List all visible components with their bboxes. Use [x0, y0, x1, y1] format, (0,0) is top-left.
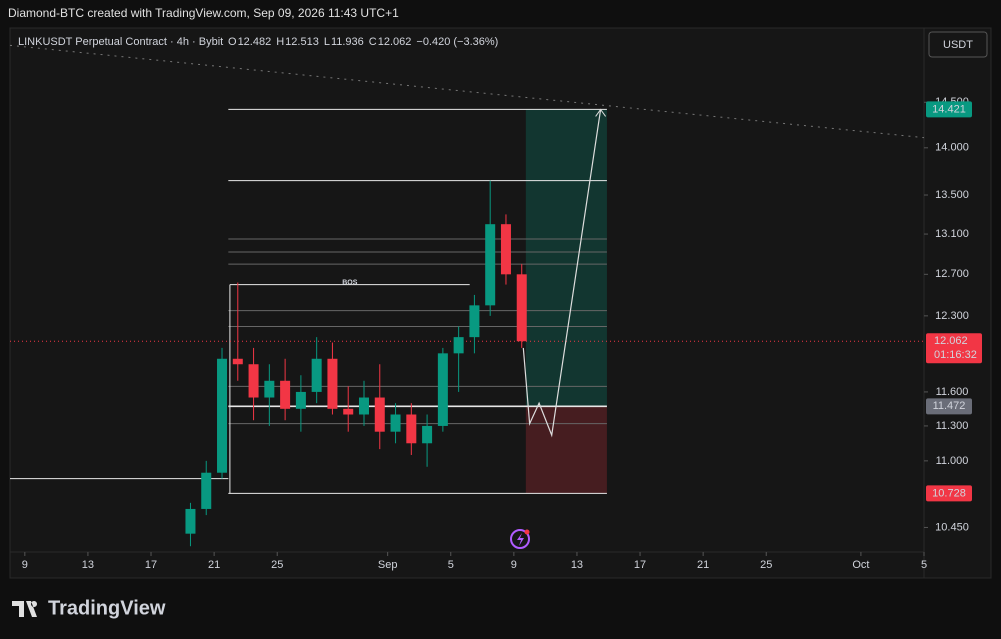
- currency-button[interactable]: [928, 31, 988, 58]
- x-tick-label: Sep: [378, 559, 398, 571]
- x-tick-label: 9: [511, 559, 517, 571]
- ohlc-label: O: [228, 36, 237, 48]
- ohlc-value: 12.513: [285, 36, 319, 48]
- price-label: 11.472: [933, 400, 966, 412]
- current-price-box: [926, 333, 982, 364]
- stop-zone: [525, 406, 607, 494]
- x-tick-label: 5: [921, 559, 927, 571]
- candle-body: [343, 408, 354, 415]
- x-tick-label: 25: [271, 559, 283, 571]
- price-label-box: [926, 485, 972, 502]
- x-tick-label: 21: [208, 559, 220, 571]
- symbol: LINKUSDT Perpetual Contract · 4h · Bybit: [18, 36, 223, 48]
- candle-body: [311, 358, 322, 392]
- x-tick-label: 13: [82, 559, 94, 571]
- candle-body: [422, 425, 433, 444]
- y-tick-label: 11.000: [936, 455, 969, 467]
- brand: TradingView: [48, 597, 166, 619]
- candle-body: [516, 274, 527, 342]
- price-label-box: [926, 398, 972, 415]
- projection-arrow: [595, 108, 607, 117]
- candle-body: [280, 380, 291, 409]
- candle-body: [358, 397, 369, 415]
- candle-body: [390, 414, 401, 432]
- ohlc-label: L: [324, 36, 330, 48]
- ohlc-value: 11.936: [331, 36, 364, 48]
- candle-body: [453, 337, 464, 354]
- candle-body: [232, 358, 243, 365]
- candle-body: [374, 397, 385, 432]
- y-tick-label: 13.500: [935, 189, 969, 201]
- ohlc-value: 12.062: [378, 36, 412, 48]
- countdown: 01:16:32: [934, 349, 977, 361]
- price-label-box: [926, 101, 972, 118]
- candle-body: [201, 472, 212, 509]
- candle-body: [217, 358, 228, 473]
- y-tick-label: 11.600: [936, 386, 969, 398]
- target-zone: [525, 109, 607, 407]
- y-tick-label: 12.300: [935, 310, 969, 322]
- change: −0.420 (−3.36%): [416, 36, 498, 48]
- candle-body: [485, 224, 496, 306]
- brand-logo: [12, 601, 38, 617]
- y-tick-label: 11.300: [936, 420, 969, 432]
- ohlc-label: C: [369, 36, 377, 48]
- candle-body: [437, 353, 448, 426]
- candle-body: [264, 380, 275, 398]
- candle-body: [327, 358, 338, 409]
- y-tick-label: 10.450: [935, 521, 969, 533]
- x-tick-label: 25: [760, 559, 772, 571]
- candle-body: [295, 391, 306, 409]
- currency[interactable]: USDT: [943, 39, 973, 51]
- ohlc-label: H: [276, 36, 284, 48]
- candle-body: [469, 305, 480, 338]
- chart-panel: [9, 27, 992, 579]
- x-tick-label: 21: [697, 559, 709, 571]
- y-tick-label: 12.700: [935, 268, 969, 280]
- price-label: 14.421: [932, 103, 966, 115]
- current-price-label: 12.062: [934, 335, 968, 347]
- price-label: 10.728: [932, 487, 966, 499]
- candle-body: [248, 364, 259, 398]
- candle-body: [500, 224, 511, 275]
- x-tick-label: Oct: [852, 559, 869, 571]
- x-tick-label: 13: [571, 559, 583, 571]
- x-tick-label: 5: [448, 559, 454, 571]
- x-tick-label: 17: [145, 559, 157, 571]
- flash-icon[interactable]: [510, 529, 530, 549]
- bos-label: BOS: [342, 279, 358, 286]
- x-tick-label: 17: [634, 559, 646, 571]
- chart-title: Diamond-BTC created with TradingView.com…: [8, 6, 399, 20]
- ohlc-legend: O 12.482 H 12.513 L 11.936 C 12.062 −0.420 (−3.3…: [228, 36, 498, 48]
- ohlc-value: 12.482: [238, 36, 272, 48]
- y-tick-label: 14.000: [935, 142, 969, 154]
- projection: [522, 109, 602, 438]
- candle-body: [406, 414, 417, 444]
- x-tick-label: 9: [22, 559, 28, 571]
- y-tick-label: 13.100: [935, 228, 969, 240]
- candle-body: [185, 508, 196, 534]
